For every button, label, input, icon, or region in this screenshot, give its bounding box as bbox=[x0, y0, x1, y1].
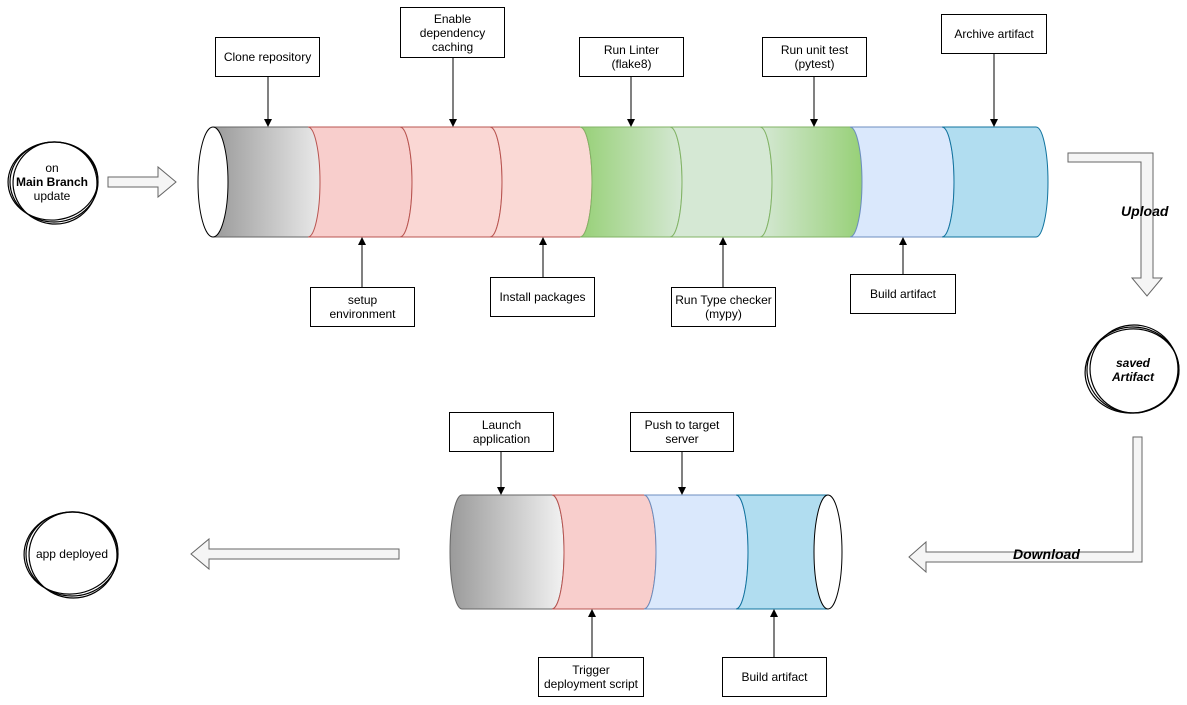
cd-pipeline bbox=[449, 494, 843, 610]
trigger-line2: Main Branch bbox=[15, 175, 88, 189]
cylinder-cap bbox=[197, 126, 229, 238]
trigger-circle-outline bbox=[7, 141, 99, 225]
step-run-unit-test: Run unit test (pytest) bbox=[762, 37, 867, 77]
saved-artifact-line2: Artifact bbox=[1111, 370, 1154, 384]
step-enable-caching: Enable dependency caching bbox=[400, 7, 505, 58]
saved-artifact-node: saved Artifact bbox=[1093, 348, 1173, 392]
segment-archive bbox=[941, 126, 1049, 238]
trigger-line3: update bbox=[33, 189, 71, 203]
segment-clone bbox=[212, 126, 333, 238]
step-push-to-server: Push to target server bbox=[630, 412, 734, 452]
step-clone-repository: Clone repository bbox=[215, 37, 320, 77]
deployed-circle-outline bbox=[23, 511, 119, 599]
segment-cache bbox=[399, 126, 503, 238]
app-deployed-node: app deployed bbox=[22, 540, 122, 568]
step-run-linter: Run Linter (flake8) bbox=[579, 37, 684, 77]
step-build-artifact: Build artifact bbox=[850, 274, 956, 314]
saved-artifact-outline bbox=[1084, 324, 1180, 414]
upload-arrow bbox=[1067, 152, 1164, 297]
ci-arrows bbox=[264, 54, 998, 287]
step-run-type-checker: Run Type checker (mypy) bbox=[671, 287, 776, 327]
segment-launch bbox=[449, 494, 565, 610]
ci-pipeline bbox=[197, 126, 1049, 238]
step-cd-build-artifact: Build artifact bbox=[722, 657, 827, 697]
trigger-node: on Main Branch update bbox=[10, 150, 94, 214]
segment-trigger bbox=[551, 494, 657, 610]
segment-cd-build bbox=[735, 494, 829, 610]
upload-label: Upload bbox=[1121, 203, 1169, 219]
trigger-arrow bbox=[107, 165, 177, 199]
segment-unit bbox=[759, 126, 863, 238]
segment-setup bbox=[307, 126, 413, 238]
trigger-line1: on bbox=[45, 161, 59, 175]
segment-typecheck bbox=[669, 126, 773, 238]
step-install-packages: Install packages bbox=[490, 277, 595, 317]
step-trigger-deployment: Trigger deployment script bbox=[538, 657, 644, 697]
segment-push bbox=[643, 494, 749, 610]
segment-install bbox=[489, 126, 593, 238]
saved-artifact-line1: saved bbox=[1115, 356, 1151, 370]
cd-arrows bbox=[497, 452, 778, 657]
step-launch-application: Launch application bbox=[449, 412, 554, 452]
download-label: Download bbox=[1013, 546, 1080, 562]
step-setup-environment: setup environment bbox=[310, 287, 415, 327]
deploy-arrow bbox=[190, 537, 400, 571]
segment-lint bbox=[579, 126, 683, 238]
step-archive-artifact: Archive artifact bbox=[941, 14, 1047, 54]
segment-build bbox=[849, 126, 955, 238]
app-deployed-label: app deployed bbox=[35, 547, 109, 561]
cd-cylinder-cap bbox=[813, 494, 843, 610]
download-arrow bbox=[908, 436, 1143, 574]
